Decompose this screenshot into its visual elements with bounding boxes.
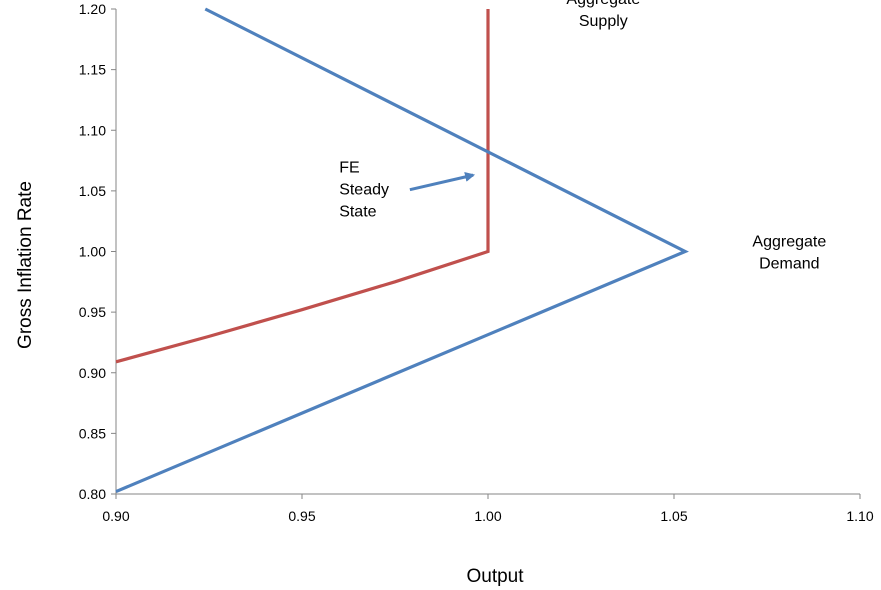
plot-area [115,7,689,494]
y-tick-label: 0.85 [79,425,106,441]
fe-label: FE Steady State [339,159,389,220]
as-label-line: Supply [579,13,628,30]
annotations: Aggregate Supply Aggregate Demand FE Steady St… [339,0,826,273]
as-label: Aggregate Supply [566,0,640,30]
x-axis-title: Output [466,566,524,587]
y-tick-label: 1.20 [79,1,106,17]
x-tick-label: 1.10 [846,508,873,524]
y-tick-label: 1.00 [79,244,106,260]
ad-label-line: Aggregate [752,234,826,251]
fe-label-line: FE [339,159,359,176]
x-tick-label: 1.05 [660,508,687,524]
ad-label: Aggregate Demand [752,234,826,273]
y-tick-label: 0.90 [79,365,106,381]
x-tick-label: 0.95 [288,508,315,524]
y-tick-label: 1.15 [79,62,106,78]
y-tick-label: 1.05 [79,183,106,199]
axes: 0.80 0.85 0.90 0.95 1.00 1.05 1.10 1.15 1.20 0.90… [79,1,874,524]
y-tick-label: 0.80 [79,486,106,502]
x-tick-label: 1.00 [474,508,501,524]
y-tick-label: 1.10 [79,122,106,138]
fe-label-line: Steady [339,181,389,198]
as-label-line: Aggregate [566,0,640,8]
fe-arrow [409,172,476,192]
fe-label-line: State [339,203,376,220]
y-tick-label: 0.95 [79,304,106,320]
y-axis-title: Gross Inflation Rate [15,181,36,349]
x-tick-label: 0.90 [102,508,129,524]
ad-label-line: Demand [759,256,819,273]
series-line-aggregate-demand [115,7,689,494]
series-line-aggregate-supply [115,9,490,364]
